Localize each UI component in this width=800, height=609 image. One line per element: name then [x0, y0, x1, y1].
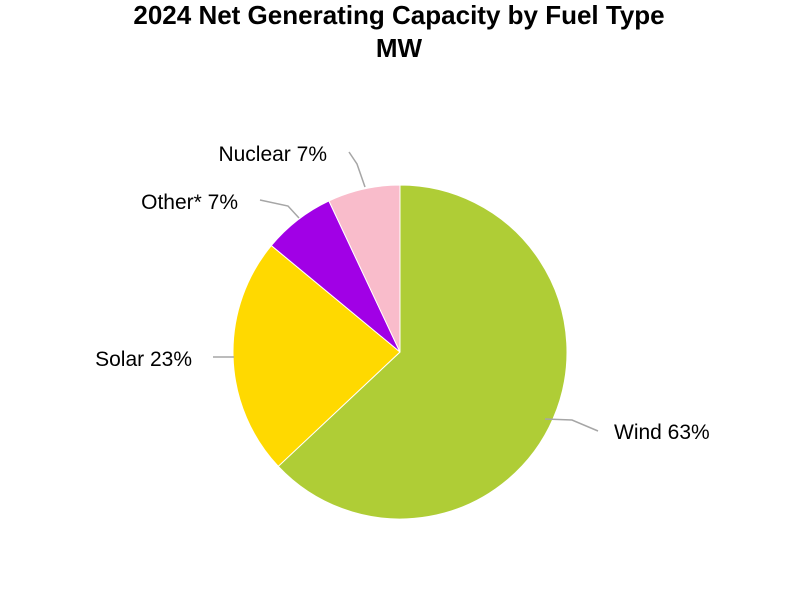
pie-slice-wind: [277, 184, 568, 520]
slice-label-other: Other* 7%: [141, 191, 238, 214]
leader-lines: [213, 151, 599, 432]
slice-label-wind: Wind 63%: [614, 421, 710, 444]
chart-title: 2024 Net Generating Capacity by Fuel Typ…: [133, 0, 664, 30]
slice-label-solar: Solar 23%: [95, 348, 192, 371]
slice-labels: Wind 63% Solar 23% Other* 7% Nuclear 7%: [95, 143, 710, 444]
slice-label-nuclear: Nuclear 7%: [218, 143, 327, 166]
chart-subtitle: MW: [376, 33, 423, 63]
leader-line-wind: [544, 418, 599, 432]
leader-line-nuclear: [348, 151, 366, 188]
pie-slices: [232, 184, 568, 520]
leader-line-other: [259, 199, 300, 219]
pie-slice-nuclear: [328, 184, 401, 353]
